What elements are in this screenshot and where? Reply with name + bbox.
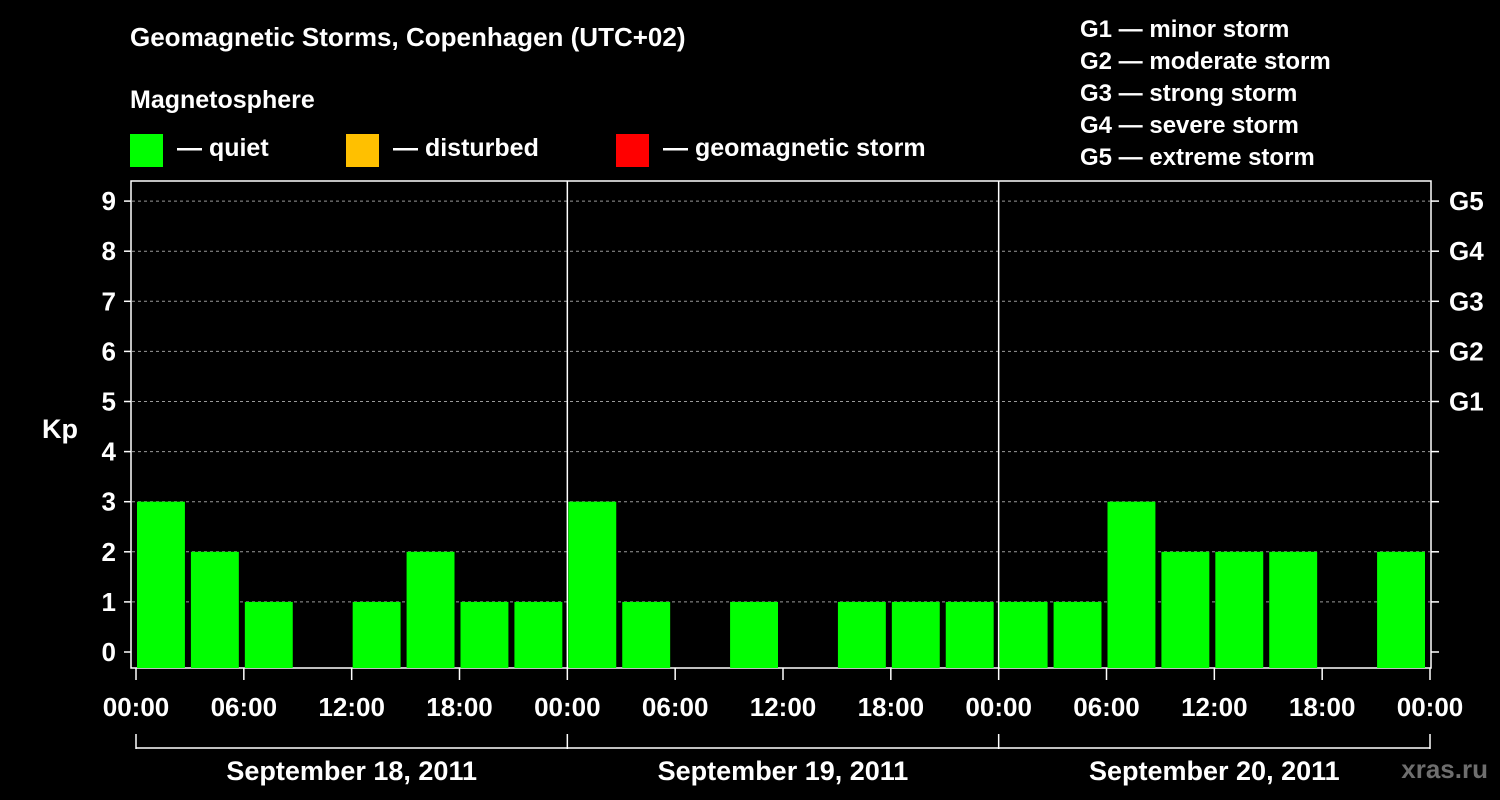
x-tick-label-11: 18:00 (1289, 692, 1356, 722)
legend-item-disturbed: — disturbed (346, 134, 576, 168)
day-label-1: September 19, 2011 (658, 756, 909, 786)
day-dividers (566, 181, 1000, 668)
grid-lines (132, 200, 1430, 603)
bar-0 (137, 501, 185, 668)
watermark: xras.ru (1401, 754, 1488, 784)
x-tick-label-0: 00:00 (103, 692, 170, 722)
y-axis: 0 1 2 3 4 5 6 7 8 9 (102, 186, 131, 667)
chart-subtitle: Magnetosphere (130, 86, 315, 114)
x-tick-label-7: 18:00 (858, 692, 925, 722)
legend-label-quiet: — quiet (177, 134, 269, 162)
storm-scale-g4: G4 — severe storm (1080, 112, 1299, 139)
y-tick-label-3: 3 (102, 487, 116, 517)
legend-item-storm: — geomagnetic storm (616, 134, 956, 168)
x-tick-label-5: 06:00 (642, 692, 709, 722)
bars (137, 501, 1425, 668)
chart-title: Geomagnetic Storms, Copenhagen (UTC+02) (130, 22, 686, 52)
bar-4 (352, 601, 401, 668)
bar-2 (244, 601, 293, 668)
right-label-g4: G4 (1449, 236, 1484, 266)
x-tick-label-9: 06:00 (1073, 692, 1140, 722)
bar-19 (1161, 551, 1210, 668)
x-tick-label-4: 00:00 (534, 692, 601, 722)
y-tick-label-2: 2 (102, 537, 116, 567)
bar-7 (514, 601, 563, 668)
right-label-g2: G2 (1449, 336, 1484, 366)
bar-13 (837, 601, 886, 668)
x-tick-label-1: 06:00 (211, 692, 278, 722)
y-tick-label-9: 9 (102, 186, 116, 216)
x-tick-label-8: 00:00 (965, 692, 1032, 722)
bar-5 (406, 551, 455, 668)
x-tick-label-2: 12:00 (318, 692, 385, 722)
legend-label-disturbed: — disturbed (393, 134, 539, 162)
legend-swatch-disturbed (346, 134, 379, 167)
bar-6 (460, 601, 509, 668)
bar-9 (622, 601, 671, 668)
y-tick-label-7: 7 (102, 286, 116, 316)
y-tick-label-0: 0 (102, 637, 116, 667)
bar-8 (568, 501, 617, 668)
right-label-g1: G1 (1449, 387, 1484, 417)
plot-frame (130, 180, 1432, 669)
y-tick-label-5: 5 (102, 387, 116, 417)
bar-11 (730, 601, 778, 668)
x-tick-label-12: 00:00 (1397, 692, 1464, 722)
legend-swatch-quiet (130, 134, 163, 167)
x-tick-label-3: 18:00 (426, 692, 493, 722)
day-label-2: September 20, 2011 (1089, 756, 1340, 786)
y-axis-label: Kp (42, 414, 78, 444)
y-tick-label-1: 1 (102, 587, 116, 617)
bar-23 (1377, 551, 1425, 668)
storm-scale-g1: G1 — minor storm (1080, 16, 1290, 43)
bar-14 (891, 601, 940, 668)
bar-18 (1107, 501, 1156, 668)
right-label-g3: G3 (1449, 286, 1484, 316)
legend-item-quiet: — quiet (130, 134, 330, 168)
bar-16 (999, 601, 1048, 668)
storm-scale-legend: G1 — minor storm G2 — moderate storm G3 … (1080, 14, 1331, 174)
right-axis: G1 G2 G3 G4 G5 (1431, 186, 1484, 653)
bar-20 (1215, 551, 1264, 668)
day-label-0: September 18, 2011 (226, 756, 477, 786)
storm-scale-g2: G2 — moderate storm (1080, 48, 1331, 75)
bar-15 (945, 601, 994, 668)
bar-1 (190, 551, 239, 668)
x-tick-label-10: 12:00 (1181, 692, 1248, 722)
storm-scale-g5: G5 — extreme storm (1080, 144, 1315, 171)
x-tick-label-6: 12:00 (750, 692, 817, 722)
x-axis: 00:00 06:00 12:00 18:00 00:00 06:00 12:00 18:00… (103, 668, 1464, 786)
legend-swatch-storm (616, 134, 649, 167)
y-tick-label-8: 8 (102, 236, 116, 266)
y-tick-label-4: 4 (102, 437, 117, 467)
bar-17 (1053, 601, 1102, 668)
right-label-g5: G5 (1449, 186, 1484, 216)
storm-scale-g3: G3 — strong storm (1080, 80, 1298, 107)
bar-21 (1269, 551, 1318, 668)
legend-label-storm: — geomagnetic storm (663, 134, 926, 162)
y-tick-label-6: 6 (102, 336, 116, 366)
